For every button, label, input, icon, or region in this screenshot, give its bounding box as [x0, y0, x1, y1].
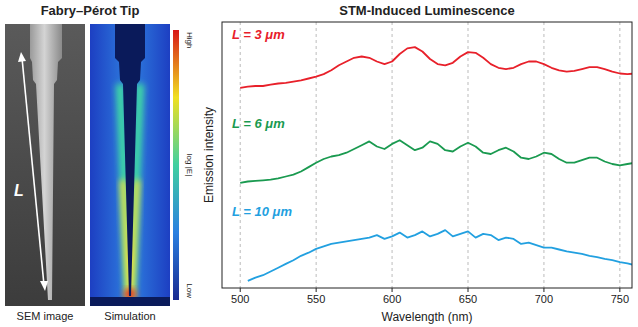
tick-label: 650 — [459, 293, 477, 305]
arrow-head — [40, 281, 48, 291]
tick — [543, 288, 544, 292]
substrate — [90, 297, 170, 306]
colorbar — [173, 30, 179, 300]
image-label: Simulation — [104, 310, 155, 322]
length-label: L — [14, 182, 24, 199]
tick — [468, 288, 469, 292]
tick — [392, 288, 393, 292]
grid-line — [240, 22, 241, 288]
figure: Fabry–Pérot Tip L SEM image Simulation High l… — [0, 0, 638, 327]
sem-image — [5, 24, 85, 306]
axis-title: Wavelength (nm) — [382, 310, 473, 324]
panel-title: Fabry–Pérot Tip — [41, 3, 140, 18]
tick — [619, 288, 620, 292]
image-label: SEM image — [17, 310, 74, 322]
sem-tip — [30, 24, 62, 300]
tick-label: 750 — [611, 293, 629, 305]
series-label: L = 10 μm — [232, 204, 292, 219]
series-label: L = 6 μm — [232, 116, 285, 131]
spectrum-line — [248, 230, 632, 281]
plot-frame — [222, 22, 632, 288]
tick-label: 500 — [231, 293, 249, 305]
arrow-head — [18, 52, 26, 62]
tick-label: 550 — [307, 293, 325, 305]
tick — [316, 288, 317, 292]
tick-label: 600 — [383, 293, 401, 305]
spectrum-line — [240, 47, 632, 88]
spectrum-line — [240, 140, 632, 183]
colorbar-title: log |E| — [185, 154, 194, 176]
colorbar-label: High — [185, 32, 194, 48]
simulation-tip — [115, 24, 145, 296]
axis-title: Emission intensity — [202, 107, 216, 203]
tick — [240, 288, 241, 292]
grid-line — [468, 22, 469, 288]
tick-label: 700 — [535, 293, 553, 305]
simulation-image — [90, 24, 170, 306]
chart-title: STM-Induced Luminescence — [339, 3, 515, 18]
colorbar-label: Low — [185, 283, 194, 298]
series-label: L = 3 μm — [232, 27, 285, 42]
length-arrow — [22, 58, 44, 285]
grid-line — [619, 22, 620, 288]
plot-area — [240, 47, 632, 281]
